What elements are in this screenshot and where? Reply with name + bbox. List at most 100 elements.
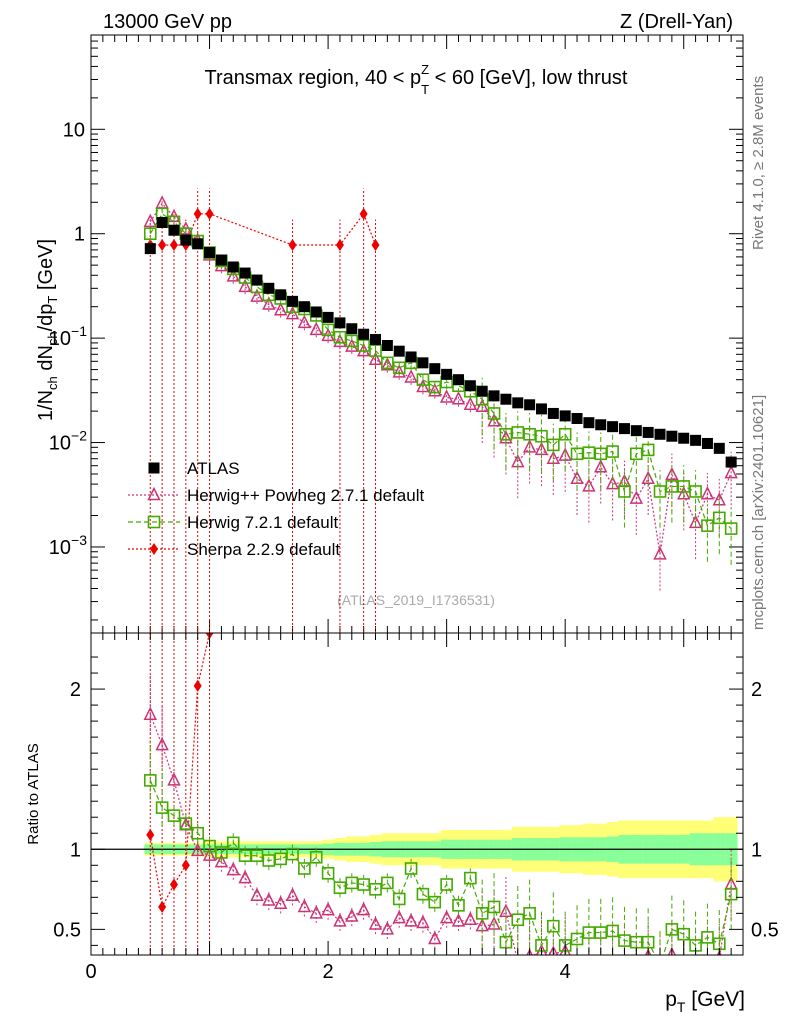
ratio-series-herwig7 [143,740,738,970]
ratio-point-herwig7 [321,866,335,880]
ratio-point-herwig7 [333,881,347,895]
x-tick-label: 2 [323,961,334,983]
main-point-herwigpp [439,389,454,403]
main-point-herwig7 [428,380,442,394]
main-point-herwig7 [665,480,679,493]
main-point-atlas [346,323,358,335]
ratio-point-herwig7 [155,801,169,814]
y-tick-label: 10−1 [49,323,87,350]
ratio-point-herwigpp [516,953,519,955]
main-point-atlas [251,274,263,286]
ratio-frame [90,632,744,956]
main-point-herwig7 [641,443,655,457]
main-point-atlas [595,419,607,431]
x-tick-label: 4 [560,961,571,983]
main-point-sherpa [169,238,178,251]
main-point-atlas [298,301,310,313]
ratio-point-herwig7 [475,907,489,920]
legend-marker-herwig7 [147,515,161,529]
main-point-herwig7 [369,344,382,357]
main-point-herwig7 [630,447,643,461]
main-point-herwig7 [582,446,596,459]
main-point-herwigpp [392,364,406,378]
ratio-point-herwigpp [690,960,701,971]
ratio-point-herwig7 [606,924,619,938]
main-point-herwigpp [333,333,347,348]
main-point-herwig7 [511,426,525,439]
ratio-point-herwigpp [226,861,240,876]
x-tick-label: 0 [85,961,96,983]
main-point-herwig7 [357,339,370,352]
main-point-herwig7 [677,480,691,493]
ratio-point-herwigpp [667,946,676,955]
ratio-point-herwigpp [214,853,229,868]
main-point-atlas [654,428,666,440]
ratio-point-herwig7 [203,839,216,853]
main-point-herwigpp [487,413,501,427]
main-point-herwigpp [629,490,644,504]
main-point-sherpa [359,207,368,220]
main-point-atlas [713,442,725,454]
legend: ATLAS Herwig++ Powheg 2.7.1 default Herwig… [128,459,424,559]
main-point-atlas [334,317,346,329]
ratio-point-herwigpp [631,961,642,972]
ratio-point-herwigpp [583,963,594,974]
ratio-point-sherpa [193,679,202,692]
main-point-herwig7 [558,427,572,441]
ratio-point-herwigpp [143,706,157,720]
ratio-point-herwigpp [155,736,169,751]
ratio-point-herwig7 [452,899,465,912]
ratio-line-herwigpp [149,714,732,955]
main-point-herwigpp [451,391,466,405]
main-point-herwigpp [285,305,300,320]
main-point-herwigpp [356,343,371,357]
main-point-atlas [452,374,464,386]
ratio-data [143,633,738,974]
main-point-atlas [192,238,204,250]
main-point-herwig7 [321,323,335,337]
main-point-atlas [358,328,370,340]
main-point-herwig7 [143,227,157,241]
main-point-herwigpp [653,546,667,560]
main-point-atlas [512,397,524,409]
ratio-point-herwig7 [215,846,228,859]
main-point-atlas [642,426,654,438]
ratio-point-herwig7 [179,817,193,830]
ratio-point-herwig7 [655,959,666,970]
ratio-point-herwig7 [523,907,536,920]
ratio-point-herwig7 [570,932,584,946]
ratio-point-herwig7 [677,927,691,941]
ratio-point-herwigpp [499,903,513,917]
header-left: 13000 GeV pp [103,11,232,33]
main-point-herwig7 [594,447,608,461]
ratio-point-herwigpp [190,842,205,857]
ratio-point-sherpa [181,859,190,872]
main-point-atlas [559,410,571,422]
main-point-atlas [381,340,393,352]
main-point-herwigpp [700,486,715,500]
ratio-point-herwig7 [298,862,311,875]
legend-marker-sherpa [150,543,158,555]
ratio-point-herwig7 [404,862,418,875]
main-point-atlas [583,417,595,429]
main-point-herwigpp [345,338,359,352]
ratio-point-herwig7 [226,836,240,850]
main-series-herwig7 [143,207,738,565]
main-point-atlas [630,425,642,437]
main-point-atlas [488,390,500,402]
main-point-atlas [405,351,417,363]
ratio-point-herwigpp [345,908,359,922]
main-y-axis-label: 1/Nch dNch/dpT [GeV] [35,239,60,421]
ratio-point-herwig7 [167,809,181,822]
main-point-herwigpp [368,351,383,366]
y-tick-label: 10−2 [49,428,87,455]
main-axis-ticks: 10−3 10−2 10−1 1 10 [49,34,744,633]
main-point-atlas [144,243,156,255]
panel-title: Transmax region, 40 < pZ T < 60 [GeV], lo… [205,62,628,97]
main-point-herwig7 [345,334,359,348]
main-point-herwigpp [238,278,252,293]
legend-marker-atlas [148,462,160,474]
ratio-point-herwig7 [440,878,453,891]
ratio-point-herwigpp [683,954,684,955]
